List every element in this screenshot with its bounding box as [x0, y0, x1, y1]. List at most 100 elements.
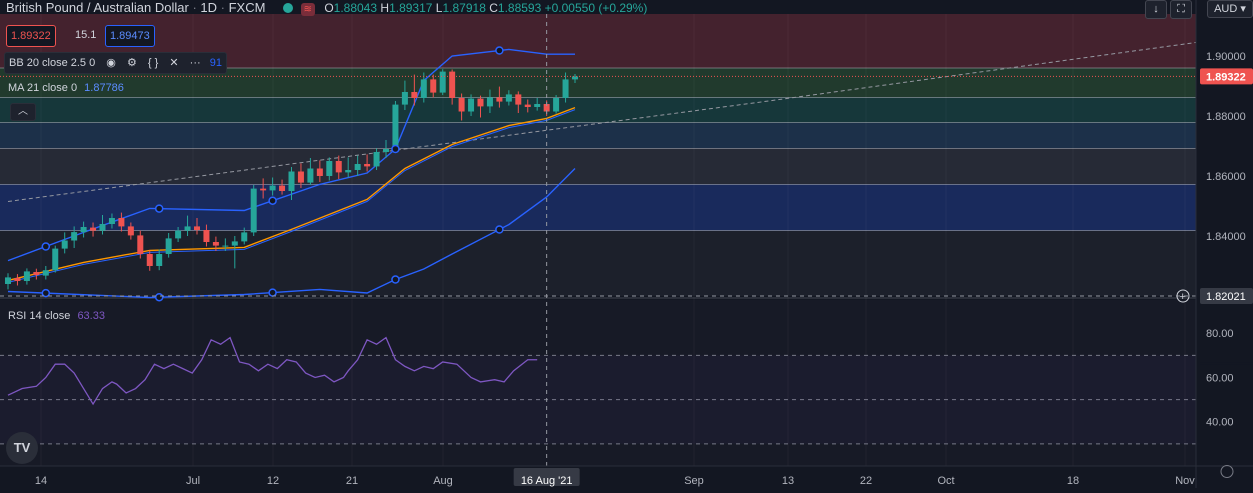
bb-upper-band	[7, 48, 575, 262]
interval[interactable]: 1D	[200, 0, 218, 15]
crosshair-price-label: 1.82021	[1206, 291, 1246, 303]
more-icon[interactable]: ···	[189, 57, 201, 69]
candle-body	[524, 104, 531, 107]
ma-legend[interactable]: MA 21 close 0 1.87786	[4, 78, 128, 98]
market-status-icon	[283, 3, 294, 13]
price-tick-label: 1.86000	[1206, 171, 1246, 183]
trendline[interactable]	[7, 39, 1218, 202]
candle-body	[392, 104, 399, 149]
rsi-label: RSI 14 close	[8, 310, 71, 322]
moving-average	[7, 106, 576, 283]
rsi-band	[0, 355, 1196, 444]
open-value: 1.88043	[333, 1, 378, 15]
time-tick-label: 21	[346, 475, 358, 487]
candle-body	[383, 149, 389, 152]
candle-body	[203, 230, 210, 242]
price-tick-label: 1.88000	[1206, 111, 1246, 123]
rsi-tick-label: 80.00	[1206, 328, 1234, 340]
replay-icon[interactable]: ≋	[300, 3, 315, 16]
symbol-title[interactable]: British Pound / Australian Dollar	[6, 0, 189, 15]
spread-value: 15.1	[75, 29, 97, 41]
exchange: FXCM	[228, 0, 266, 15]
source-code-icon[interactable]: { }	[147, 57, 159, 69]
bb-legend[interactable]: BB 20 close 2.5 0 ◉ ⚙ { } ✕ ··· 91	[4, 52, 227, 74]
eye-icon[interactable]: ◉	[106, 57, 116, 69]
candle-body	[430, 79, 437, 93]
anchor-point	[268, 288, 277, 297]
time-tick-label: 14	[35, 475, 47, 487]
time-tick-label: 12	[267, 475, 279, 487]
candle-body	[127, 226, 134, 236]
candle-body	[33, 272, 40, 275]
candle-body	[401, 92, 408, 105]
scroll-down-button[interactable]: ↓	[1145, 0, 1167, 19]
crosshair	[0, 14, 1196, 466]
candle-body	[175, 230, 182, 239]
candle-body	[515, 94, 522, 105]
candle-body	[458, 98, 465, 112]
fib-zone	[0, 230, 1196, 296]
candle-body	[194, 226, 200, 230]
ma-label: MA 21 close 0	[8, 82, 78, 94]
candle-body	[118, 218, 125, 227]
chevron-up-icon: ︿	[18, 106, 28, 117]
time-tick-label: Oct	[937, 475, 954, 487]
candle-body	[354, 164, 361, 170]
candle-body	[99, 224, 106, 231]
anchor-point	[154, 204, 164, 213]
settings-icon[interactable]: ⚙	[126, 57, 137, 69]
candle-body	[165, 238, 172, 254]
anchor-point	[41, 242, 51, 251]
fib-zone	[0, 122, 1196, 149]
fib-zone	[0, 184, 1196, 231]
candle-body	[222, 245, 229, 247]
time-tick-label: Sep	[684, 475, 704, 487]
candle-body	[137, 235, 144, 254]
fullscreen-button[interactable]: ⛶	[1170, 0, 1192, 19]
anchor-point	[495, 225, 504, 234]
anchor-points[interactable]	[41, 46, 504, 302]
candle-body	[184, 226, 191, 231]
anchor-point	[391, 144, 400, 154]
open-label: O	[324, 1, 334, 15]
ma-value: 1.87786	[84, 82, 124, 94]
trendline-path	[7, 39, 1218, 202]
candle-body	[288, 171, 295, 191]
rsi-legend[interactable]: RSI 14 close 63.33	[4, 306, 109, 326]
crosshair-date-label: 16 Aug '21	[521, 475, 573, 487]
candle-body	[269, 185, 276, 191]
candle-body	[449, 71, 456, 98]
candle-body	[42, 270, 49, 276]
anchor-point	[154, 292, 164, 302]
rsi-background	[0, 300, 1196, 466]
buy-button[interactable]: 1.89473	[105, 25, 155, 47]
candle-body	[156, 254, 163, 266]
ma-line	[7, 106, 576, 282]
candle-body	[364, 164, 371, 167]
close-label: C	[489, 1, 498, 15]
candle-body	[553, 98, 560, 112]
time-tick-label: 13	[782, 475, 794, 487]
anchor-point	[41, 288, 51, 298]
low-label: L	[435, 1, 443, 15]
candle-body	[23, 271, 30, 281]
sell-button[interactable]: 1.89322	[6, 25, 56, 47]
candle-body	[316, 168, 323, 176]
currency-selector[interactable]: AUD ▾	[1207, 0, 1253, 18]
candles	[5, 69, 578, 290]
fibonacci-zones	[0, 14, 1253, 466]
candle-body	[146, 254, 153, 266]
collapse-legend-button[interactable]: ︿	[10, 103, 36, 121]
logo-text: TV	[13, 440, 31, 455]
candle-body	[543, 104, 550, 112]
candle-body	[420, 79, 427, 98]
legend-header: British Pound / Australian Dollar · 1D ·…	[6, 0, 648, 16]
close-icon[interactable]: ✕	[169, 57, 179, 69]
tradingview-logo[interactable]: TV	[6, 432, 38, 464]
candle-body	[108, 218, 115, 224]
candle-body	[477, 98, 484, 107]
time-tick-label: 18	[1067, 475, 1079, 487]
grid	[40, 14, 1186, 466]
